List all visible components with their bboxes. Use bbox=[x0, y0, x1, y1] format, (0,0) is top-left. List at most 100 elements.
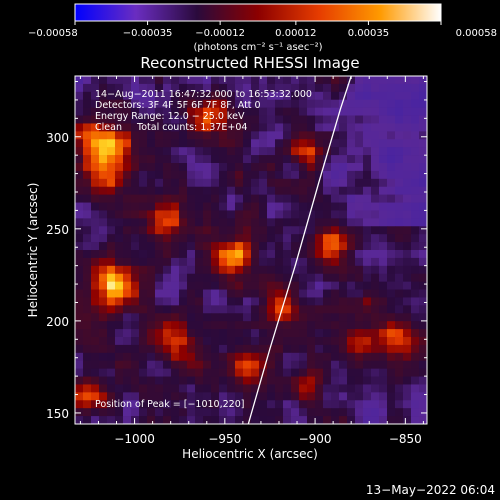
heatmap-cell bbox=[227, 131, 236, 140]
heatmap-cell bbox=[395, 218, 404, 227]
heatmap-cell bbox=[107, 242, 116, 251]
heatmap-cell bbox=[347, 234, 356, 243]
heatmap-cell bbox=[155, 344, 164, 354]
heatmap-cell bbox=[379, 416, 388, 424]
heatmap-cell bbox=[347, 360, 356, 369]
heatmap-cell bbox=[419, 178, 427, 188]
heatmap-cell bbox=[307, 344, 316, 354]
heatmap-cell bbox=[147, 131, 156, 140]
heatmap-cell bbox=[331, 384, 340, 393]
heatmap-cell bbox=[195, 352, 204, 362]
heatmap-cell bbox=[227, 265, 236, 275]
heatmap-cell bbox=[99, 76, 108, 85]
heatmap-cell bbox=[323, 76, 332, 85]
heatmap-cell bbox=[211, 210, 220, 219]
heatmap-cell bbox=[187, 218, 196, 227]
heatmap-cell bbox=[307, 91, 316, 101]
heatmap-cell bbox=[387, 250, 396, 259]
heatmap-cell bbox=[331, 376, 340, 385]
heatmap-cell bbox=[211, 257, 220, 267]
heatmap-cell bbox=[371, 155, 380, 164]
heatmap-cell bbox=[179, 376, 188, 385]
heatmap-cell bbox=[179, 155, 188, 164]
heatmap-cell bbox=[211, 368, 220, 377]
annotation-clean-counts: Clean Total counts: 1.37E+04 bbox=[95, 122, 247, 133]
heatmap-cell bbox=[307, 139, 316, 148]
heatmap-cell bbox=[419, 265, 427, 275]
heatmap-cell bbox=[307, 313, 316, 322]
heatmap-cell bbox=[411, 376, 420, 385]
heatmap-cell bbox=[115, 99, 124, 108]
heatmap-cell bbox=[339, 147, 348, 156]
heatmap-cell bbox=[275, 76, 284, 85]
heatmap-cell bbox=[139, 408, 148, 417]
heatmap-cell bbox=[203, 360, 212, 369]
heatmap-cell bbox=[331, 368, 340, 377]
heatmap-cell bbox=[147, 139, 156, 148]
heatmap-cell bbox=[283, 139, 292, 148]
heatmap-cell bbox=[171, 305, 180, 314]
heatmap-cell bbox=[163, 178, 172, 188]
heatmap-cell bbox=[235, 83, 244, 93]
heatmap-cell bbox=[211, 115, 220, 124]
heatmap-cell bbox=[83, 313, 92, 322]
heatmap-cell bbox=[219, 234, 228, 243]
heatmap-cell bbox=[403, 329, 412, 338]
heatmap-cell bbox=[379, 76, 388, 85]
heatmap-cell bbox=[91, 408, 100, 417]
heatmap-cell bbox=[283, 76, 292, 85]
heatmap-cell bbox=[171, 376, 180, 385]
heatmap-cell bbox=[219, 210, 228, 219]
heatmap-cell bbox=[179, 194, 188, 203]
heatmap-cell bbox=[91, 352, 100, 362]
heatmap-cell bbox=[395, 163, 404, 172]
heatmap-cell bbox=[99, 83, 108, 93]
heatmap-cell bbox=[91, 360, 100, 369]
heatmap-cell bbox=[219, 384, 228, 393]
heatmap-cell bbox=[195, 408, 204, 417]
heatmap-cell bbox=[315, 83, 324, 93]
heatmap-cell bbox=[171, 265, 180, 275]
heatmap-cell bbox=[139, 139, 148, 148]
heatmap-cell bbox=[403, 337, 412, 346]
heatmap-cell bbox=[211, 376, 220, 385]
heatmap-cell bbox=[339, 344, 348, 354]
heatmap-cell bbox=[315, 194, 324, 203]
heatmap-cell bbox=[267, 107, 276, 116]
heatmap-cell bbox=[283, 297, 292, 306]
heatmap-cell bbox=[331, 408, 340, 417]
heatmap-cell bbox=[171, 273, 180, 282]
heatmap-cell bbox=[291, 376, 300, 385]
heatmap-cell bbox=[195, 91, 204, 101]
heatmap-cell bbox=[83, 234, 92, 243]
heatmap-cell bbox=[83, 384, 92, 393]
heatmap-cell bbox=[155, 281, 164, 290]
heatmap-cell bbox=[347, 344, 356, 354]
heatmap-cell bbox=[339, 273, 348, 282]
heatmap-cell bbox=[379, 194, 388, 203]
heatmap-cell bbox=[379, 202, 388, 211]
heatmap-cell bbox=[203, 76, 212, 85]
heatmap-cell bbox=[355, 281, 364, 290]
heatmap-cell bbox=[83, 250, 92, 259]
heatmap-cell bbox=[355, 99, 364, 108]
heatmap-cell bbox=[147, 242, 156, 251]
heatmap-cell bbox=[347, 155, 356, 164]
heatmap-cell bbox=[131, 202, 140, 211]
heatmap-cell bbox=[395, 344, 404, 354]
heatmap-cell bbox=[171, 392, 180, 401]
heatmap-cell bbox=[403, 257, 412, 267]
heatmap-cell bbox=[371, 91, 380, 101]
heatmap-cell bbox=[411, 163, 420, 172]
heatmap-cell bbox=[195, 186, 204, 195]
heatmap-cell bbox=[323, 265, 332, 275]
heatmap-cell bbox=[203, 281, 212, 290]
heatmap-cell bbox=[251, 178, 260, 188]
heatmap-cell bbox=[139, 368, 148, 377]
heatmap-cell bbox=[187, 194, 196, 203]
heatmap-cell bbox=[91, 281, 100, 290]
heatmap-cell bbox=[355, 400, 364, 409]
heatmap-cell bbox=[203, 337, 212, 346]
heatmap-cell bbox=[395, 234, 404, 243]
heatmap-cell bbox=[315, 107, 324, 116]
